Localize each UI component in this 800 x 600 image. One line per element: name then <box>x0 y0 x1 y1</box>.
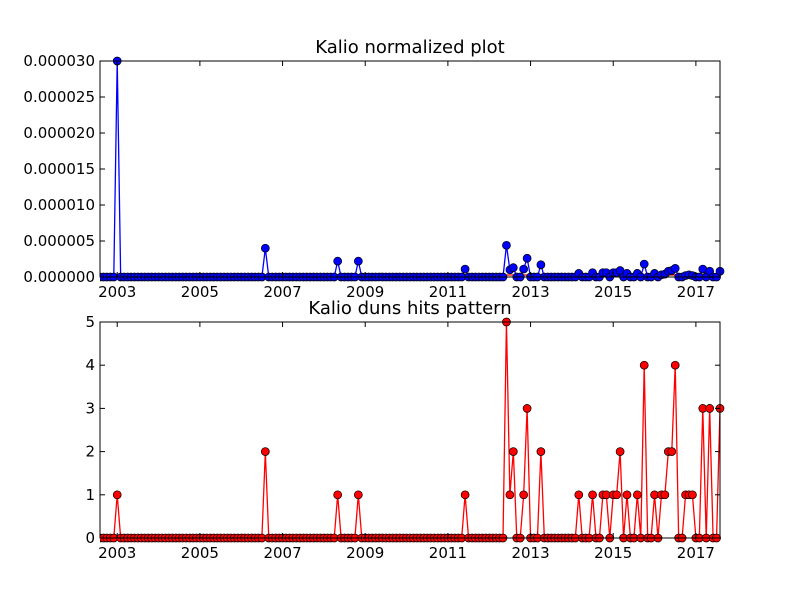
data-point <box>112 490 122 500</box>
series-line <box>100 321 721 539</box>
data-point <box>536 260 546 270</box>
x-tick-label: 2015 <box>594 283 632 301</box>
series-line <box>100 60 721 279</box>
x-tick-label: 2017 <box>677 283 715 301</box>
data-point <box>508 447 518 456</box>
data-point <box>522 253 532 263</box>
data-point <box>667 447 677 456</box>
data-point <box>660 490 670 500</box>
data-point <box>670 264 680 273</box>
data-point <box>460 490 470 500</box>
y-tick-label: 1 <box>85 486 95 504</box>
x-tick-label: 2005 <box>181 283 219 301</box>
y-tick-label: 3 <box>85 399 95 417</box>
x-tick-label: 2007 <box>263 283 301 301</box>
data-point <box>519 490 529 500</box>
axes-frame <box>99 60 721 278</box>
x-tick-label: 2011 <box>429 283 467 301</box>
data-point <box>705 404 715 413</box>
data-point <box>519 264 529 274</box>
data-point <box>333 256 343 266</box>
y-tick-label: 5 <box>85 313 95 331</box>
y-tick-label: 0.000010 <box>23 196 95 214</box>
data-point <box>353 490 363 500</box>
y-tick-label: 0.000015 <box>23 160 95 178</box>
data-point <box>505 490 515 500</box>
y-tick-label: 0.000030 <box>23 52 95 70</box>
y-tick-label: 0 <box>85 529 95 547</box>
x-tick-label: 2009 <box>346 544 384 562</box>
data-point <box>260 447 270 456</box>
chart-title: Kalio duns hits pattern <box>308 298 511 319</box>
data-point <box>615 447 625 456</box>
data-point <box>622 490 632 500</box>
x-tick-label: 2017 <box>677 544 715 562</box>
data-point <box>612 490 622 500</box>
y-tick-label: 4 <box>85 356 95 374</box>
y-tick-label: 0.000005 <box>23 232 95 250</box>
x-tick-label: 2007 <box>263 544 301 562</box>
x-tick-label: 2011 <box>429 544 467 562</box>
x-tick-label: 2015 <box>594 544 632 562</box>
plot-area <box>100 56 725 282</box>
data-point <box>260 243 270 253</box>
data-point <box>574 490 584 500</box>
x-tick-label: 2003 <box>98 283 136 301</box>
data-point <box>502 240 511 250</box>
data-point <box>639 360 649 370</box>
y-tick-label: 0.000025 <box>23 88 95 106</box>
data-point <box>536 447 546 456</box>
data-point <box>522 404 532 413</box>
data-point <box>460 264 470 274</box>
y-tick-label: 0.000020 <box>23 124 95 142</box>
x-tick-label: 2009 <box>346 283 384 301</box>
data-point <box>632 490 642 500</box>
data-point <box>639 259 649 269</box>
data-point <box>688 490 697 500</box>
data-point <box>353 256 363 266</box>
x-tick-label: 2013 <box>511 283 549 301</box>
y-tick-label: 2 <box>85 443 95 461</box>
x-tick-label: 2005 <box>181 544 219 562</box>
data-point <box>588 490 597 500</box>
data-point <box>670 360 680 370</box>
data-point <box>508 263 518 272</box>
x-tick-label: 2013 <box>511 544 549 562</box>
hits-pattern-plot: Kalio duns hits pattern 2003 2005 2007 2009 2… <box>85 298 725 562</box>
chart-title: Kalio normalized plot <box>315 37 505 58</box>
x-tick-label: 2003 <box>98 544 136 562</box>
data-point <box>333 490 343 500</box>
y-tick-label: 0.000000 <box>23 268 95 286</box>
axes-frame <box>99 321 721 539</box>
normalized-plot: Kalio normalized plot 2003 2005 2007 2009 201… <box>23 37 725 301</box>
plot-area <box>100 317 725 543</box>
